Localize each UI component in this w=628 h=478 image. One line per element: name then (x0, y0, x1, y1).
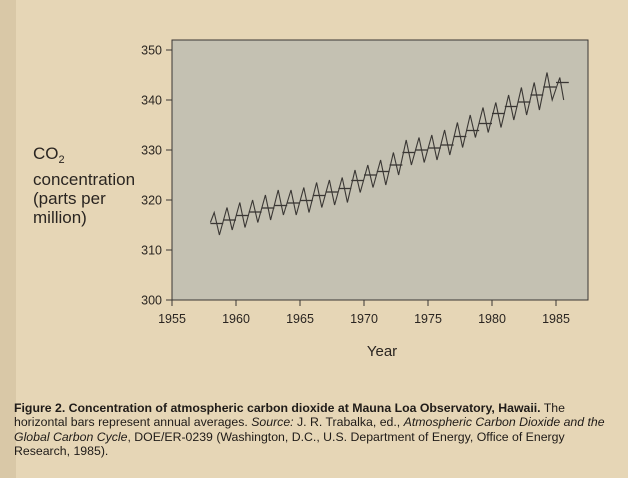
y-axis-label-prefix: CO (33, 144, 59, 163)
caption-text-1: The horizontal bars represent annual ave… (14, 401, 565, 430)
x-tick-label: 1970 (350, 312, 378, 326)
y-axis-label-line2: concentration (33, 170, 136, 189)
y-axis-label-line1: CO2 (33, 144, 153, 170)
figure-caption: Figure 2. Concentration of atmospheric c… (14, 401, 616, 459)
chart-marks (209, 72, 569, 236)
x-tick-label: 1980 (478, 312, 506, 326)
y-axis-label-subscript: 2 (58, 154, 65, 166)
y-tick-label: 310 (141, 244, 162, 258)
caption-title: Figure 2. Concentration of atmospheric c… (14, 401, 541, 415)
y-tick-label: 320 (141, 194, 162, 208)
plot-area (171, 39, 589, 301)
caption-book-title: Atmospheric Carbon Dioxide and the Globa… (14, 415, 605, 444)
x-tick-label: 1960 (222, 312, 250, 326)
y-tick-label: 340 (141, 94, 162, 108)
y-tick-label: 300 (141, 294, 162, 308)
x-axis-label: Year (367, 343, 397, 360)
co2-chart: 1955 1960 1965 1970 1975 1980 1985 300 310 320 330… (141, 39, 589, 360)
caption-text-2: J. R. Trabalka, ed., (293, 415, 404, 430)
x-tick-label: 1985 (542, 312, 570, 326)
axis-ticks: 1955 1960 1965 1970 1975 1980 1985 300 310 320 330… (141, 44, 570, 327)
y-tick-label: 350 (141, 44, 162, 58)
caption-text-3: , DOE/ER-0239 (Washington, D.C., U.S. De… (14, 429, 565, 459)
monthly-co2-line (209, 72, 565, 236)
y-tick-label: 330 (141, 144, 162, 158)
x-tick-label: 1955 (158, 312, 186, 326)
page-margin (0, 0, 16, 478)
caption-source-label: Source: (251, 415, 294, 430)
y-axis-label: CO2 concentration (parts per million) (33, 144, 153, 227)
x-tick-label: 1975 (414, 312, 442, 326)
y-axis-label-line4: million) (33, 208, 87, 227)
x-tick-label: 1965 (286, 312, 314, 326)
y-axis-label-line3: (parts per (33, 189, 106, 208)
